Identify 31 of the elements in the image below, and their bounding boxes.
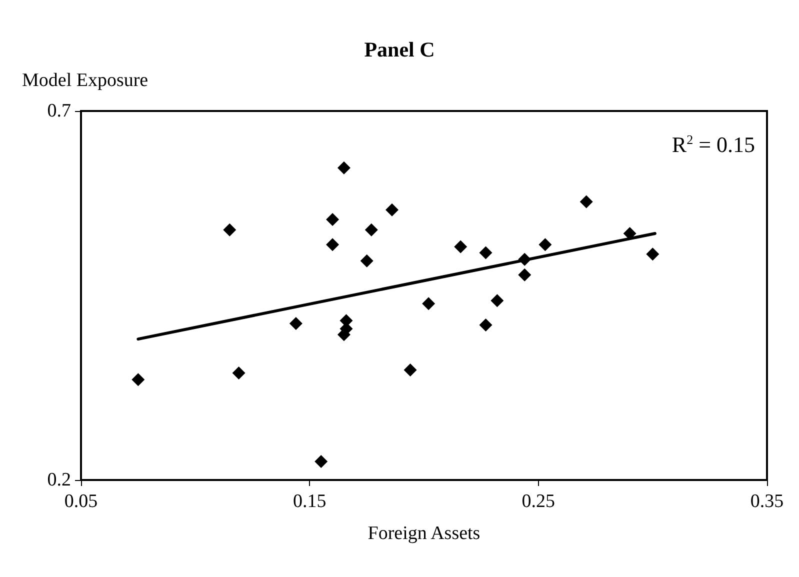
y-tick-label: 0.2 [47, 470, 71, 490]
point [337, 161, 350, 174]
point [538, 238, 552, 252]
point [326, 238, 340, 252]
point [360, 254, 374, 268]
point [404, 364, 417, 377]
point [580, 195, 593, 208]
point [132, 373, 145, 386]
point [223, 223, 236, 236]
point [314, 455, 328, 468]
point [326, 212, 340, 226]
x-tick-label: 0.05 [64, 491, 98, 512]
point [454, 240, 468, 254]
point [518, 252, 532, 266]
point [646, 248, 660, 261]
y-axis-title: Model Exposure [22, 70, 148, 91]
point [289, 317, 302, 330]
y-tick-label: 0.7 [47, 100, 71, 122]
point [479, 318, 492, 332]
chart-title: Panel C [364, 38, 435, 62]
point [385, 203, 398, 216]
point [479, 246, 492, 260]
x-axis-title: Foreign Assets [368, 523, 480, 544]
x-tick-label: 0.15 [293, 491, 326, 512]
point [490, 294, 504, 308]
point [422, 297, 436, 310]
x-tick-label: 0.35 [750, 491, 784, 512]
point [518, 268, 532, 282]
point [364, 223, 378, 236]
point [232, 366, 246, 380]
x-tick-label: 0.25 [522, 491, 555, 512]
